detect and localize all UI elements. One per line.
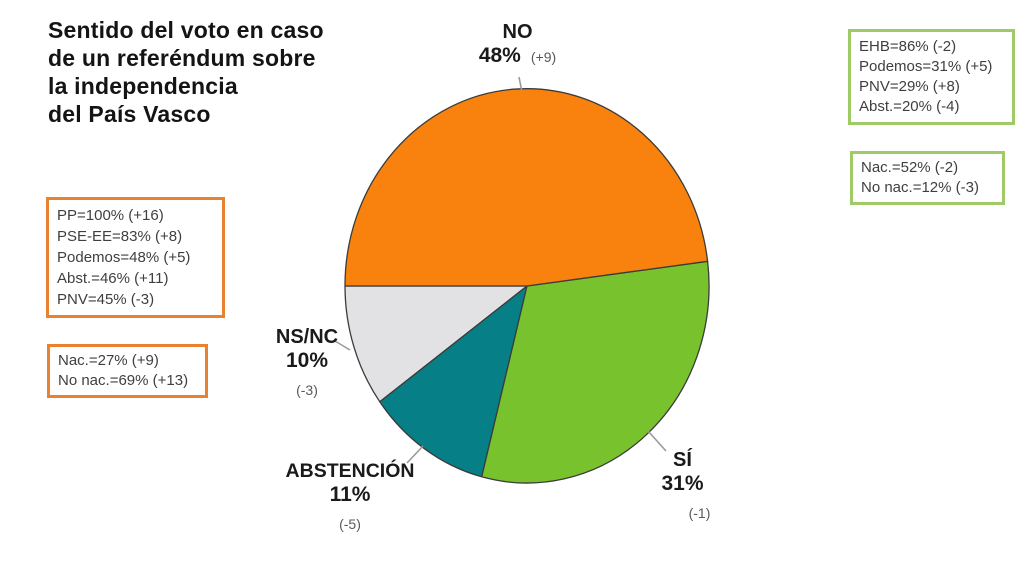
leader-line-nsnc [334, 340, 351, 351]
annotation-box-no-by-party: PP=100% (+16) PSE-EE=83% (+8) Podemos=48… [46, 197, 225, 318]
annotation-line: EHB=86% (-2) [859, 38, 957, 55]
annotation-line: PNV=29% (+8) [859, 78, 960, 95]
pie-slice-nsnc [344, 285, 528, 403]
slice-percent: 10% [285, 349, 329, 372]
annotation-line: PP=100% (+16) [57, 207, 164, 224]
annotation-line: Abst.=20% (-4) [859, 98, 960, 115]
annotation-box-si-by-identity: Nac.=52% (-2) No nac.=12% (-3) [850, 151, 1005, 205]
leader-line-no [518, 76, 523, 93]
annotation-line: No nac.=12% (-3) [861, 179, 979, 196]
pie-slice-abstencion [379, 285, 528, 478]
slice-percent: 11% [329, 483, 371, 506]
slice-percent: 31% [661, 472, 704, 495]
slice-change: (-5) [339, 516, 361, 532]
slice-change: (-1) [688, 505, 711, 521]
slice-label-nsnc: NS/NC 10% (-3) [252, 325, 362, 398]
title-line: del País Vasco [48, 101, 211, 127]
slice-name: SÍ [673, 449, 692, 471]
leader-line-si [647, 430, 667, 452]
slice-change: (+9) [530, 49, 557, 65]
slice-name: NO [502, 21, 533, 43]
annotation-line: Nac.=52% (-2) [861, 159, 959, 176]
slice-name: NS/NC [275, 326, 339, 348]
annotation-line: Nac.=27% (+9) [58, 352, 159, 369]
annotation-line: Podemos=31% (+5) [859, 58, 993, 75]
pie-slice-no [344, 88, 709, 287]
slice-label-abstencion: ABSTENCIÓN 11% (-5) [262, 459, 438, 532]
annotation-box-si-by-party: EHB=86% (-2) Podemos=31% (+5) PNV=29% (+… [848, 29, 1015, 125]
title-line: de un referéndum sobre [48, 45, 316, 71]
slice-percent: 48% [478, 44, 521, 67]
annotation-line: No nac.=69% (+13) [58, 372, 189, 389]
annotation-line: Podemos=48% (+5) [57, 249, 191, 266]
slice-label-no: NO 48% (+9) [450, 20, 585, 68]
leader-line-abstencion [406, 445, 424, 464]
title-line: la independencia [48, 73, 238, 99]
annotation-line: PNV=45% (-3) [57, 291, 155, 308]
slice-label-si: SÍ 31% (-1) [630, 448, 735, 521]
pie-svg [334, 76, 710, 484]
annotation-box-no-by-identity: Nac.=27% (+9) No nac.=69% (+13) [47, 344, 208, 398]
title-line: Sentido del voto en caso [48, 17, 324, 43]
annotation-line: PSE-EE=83% (+8) [57, 228, 183, 245]
slice-name: ABSTENCIÓN [285, 460, 415, 482]
slice-change: (-3) [296, 382, 318, 398]
annotation-line: Abst.=46% (+11) [57, 270, 169, 287]
page-title: Sentido del voto en caso de un referéndu… [48, 16, 324, 128]
pie-slice-si [481, 260, 710, 484]
